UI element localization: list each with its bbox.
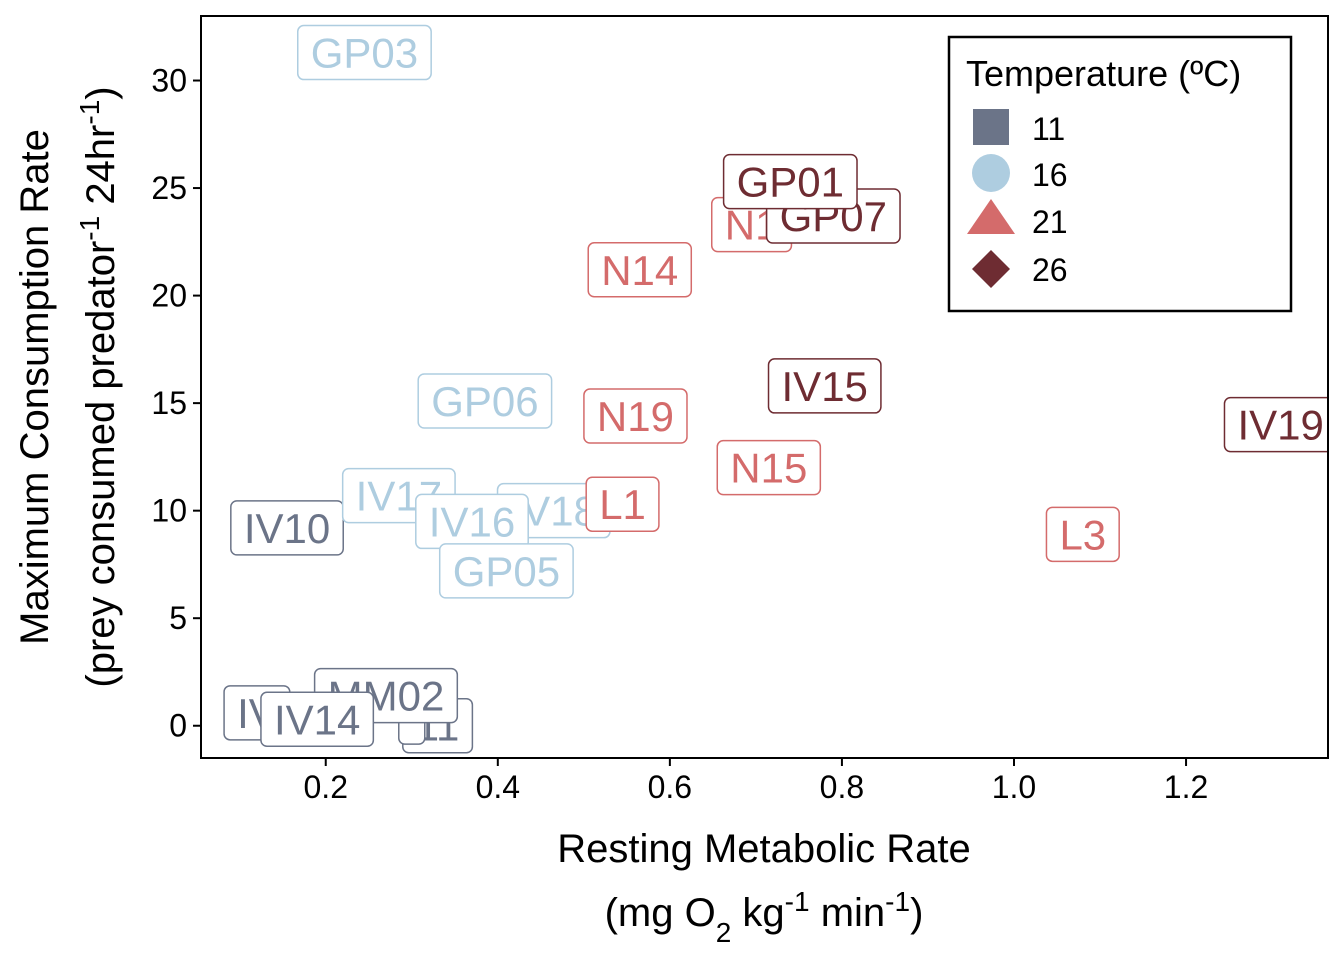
point-label-box [767, 358, 882, 414]
legend-label-11: 11 [1032, 111, 1065, 147]
point-label: GP03 [297, 24, 432, 81]
x-tick-label: 1.0 [992, 769, 1036, 805]
point-label-text: IV15 [782, 363, 868, 410]
point-label-box [417, 373, 553, 429]
legend-label-26: 26 [1032, 252, 1068, 288]
point-label-text: GP05 [453, 548, 560, 595]
point-label: GP01 [722, 153, 858, 210]
point-label: IV16 [415, 493, 529, 550]
legend-triangle-icon [967, 199, 1015, 234]
y-tick-label: 15 [151, 385, 187, 421]
y-axis-title: Maximum Consumption Rate [13, 129, 57, 645]
point-label-text: IV14 [274, 696, 360, 743]
legend-title: Temperature (ºC) [966, 53, 1241, 94]
point-label: N15 [716, 439, 822, 496]
point-label-text: GP03 [311, 30, 418, 77]
x-tick-label: 0.6 [648, 769, 692, 805]
point-label-box [260, 691, 375, 748]
x-axis: 0.2 0.4 0.6 0.8 1.0 1.2 [304, 758, 1208, 805]
plot-panel-border [200, 15, 1329, 759]
point-label-text: GP01 [737, 159, 844, 206]
y-tick-label: 20 [151, 278, 187, 314]
point-label-text: L1 [599, 481, 646, 528]
point-label-box [1045, 506, 1120, 563]
point-label-text: L3 [1059, 511, 1106, 558]
y-tick-label: 10 [151, 493, 187, 529]
y-tick-label: 5 [169, 600, 187, 636]
point-label: N19 [583, 388, 688, 444]
x-tick-label: 0.4 [476, 769, 520, 805]
point-label-text: N14 [601, 247, 678, 294]
legend-label-21: 21 [1032, 204, 1068, 240]
point-label-box [230, 500, 344, 556]
point-label-text: IV19 [1237, 402, 1323, 449]
y-axis: 0 5 10 15 20 25 30 [151, 63, 201, 744]
legend-label-16: 16 [1032, 157, 1068, 193]
point-label: IV10 [230, 500, 344, 556]
legend-circle-icon [972, 154, 1010, 192]
legend-diamond-icon [972, 250, 1010, 288]
point-label-text: N15 [730, 445, 807, 492]
x-tick-label: 1.2 [1164, 769, 1208, 805]
legend-square-icon [973, 109, 1009, 145]
y-tick-label: 0 [169, 708, 187, 744]
point-label: L3 [1045, 506, 1120, 563]
point-label-box [716, 439, 822, 496]
point-label: IV15 [767, 358, 882, 414]
point-label-text: N19 [597, 393, 674, 440]
x-axis-title: Resting Metabolic Rate [557, 827, 971, 871]
point-label: L1 [585, 476, 660, 532]
y-tick-label: 30 [151, 63, 187, 99]
x-tick-label: 0.8 [820, 769, 864, 805]
point-label-box [583, 388, 688, 444]
point-label-box [722, 153, 858, 210]
point-label: IV19 [1223, 396, 1328, 453]
point-label: GP06 [417, 373, 553, 429]
point-label-box [438, 543, 574, 599]
point-label-box [585, 476, 660, 532]
legend: Temperature (ºC) 11 16 21 26 [947, 35, 1293, 313]
point-label-text: GP06 [431, 378, 538, 425]
y-tick-label: 25 [151, 170, 187, 206]
x-tick-label: 0.2 [304, 769, 348, 805]
x-axis-title-units: (mg O2 kg-1 min-1) [605, 886, 924, 948]
point-label: IV14 [260, 691, 375, 748]
point-label-box [297, 24, 432, 81]
point-label-box [1223, 396, 1328, 453]
point-label: N14 [587, 242, 693, 298]
point-label: GP05 [438, 543, 574, 599]
point-label-text: IV10 [244, 505, 330, 552]
point-label-text: IV16 [429, 498, 515, 545]
y-axis-title-units: (prey consumed predator-1 24hr-1) [74, 86, 124, 687]
point-label-box [587, 242, 693, 298]
